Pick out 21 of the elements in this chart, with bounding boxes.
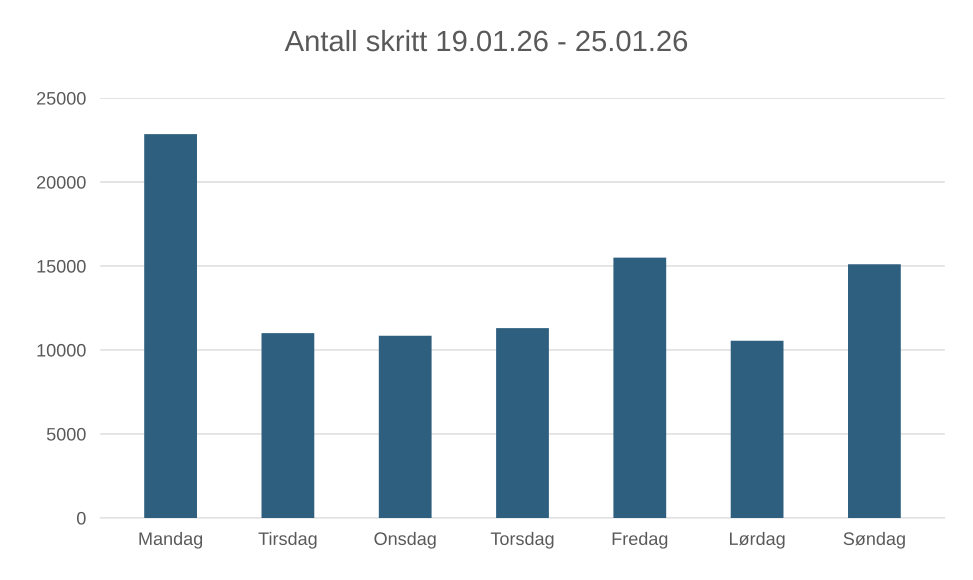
y-tick-label: 10000 [38, 344, 86, 357]
x-tick-label: Mandag [139, 532, 202, 549]
bar [613, 258, 666, 518]
bar [730, 340, 784, 518]
x-tick-label: Onsdag [374, 532, 436, 549]
y-tick-label: 20000 [37, 176, 86, 189]
y-tick-label: 5000 [46, 428, 86, 441]
x-tick-label: Fredag [612, 532, 668, 549]
y-tick-label: 0 [76, 512, 86, 525]
bar [262, 333, 314, 518]
x-tick-label: Søndag [844, 532, 905, 549]
bar [496, 328, 549, 518]
bar [848, 264, 901, 518]
x-tick-label: Lørdag [730, 532, 785, 549]
chart-title: Antall skritt 19.01.26 - 25.01.26 [284, 30, 688, 52]
bar [144, 134, 197, 518]
y-tick-label: 15000 [38, 260, 86, 273]
bar [378, 336, 432, 518]
x-tick-label: Tirsdag [258, 532, 317, 549]
y-tick-label: 25000 [37, 92, 86, 105]
x-tick-label: Torsdag [490, 532, 554, 549]
